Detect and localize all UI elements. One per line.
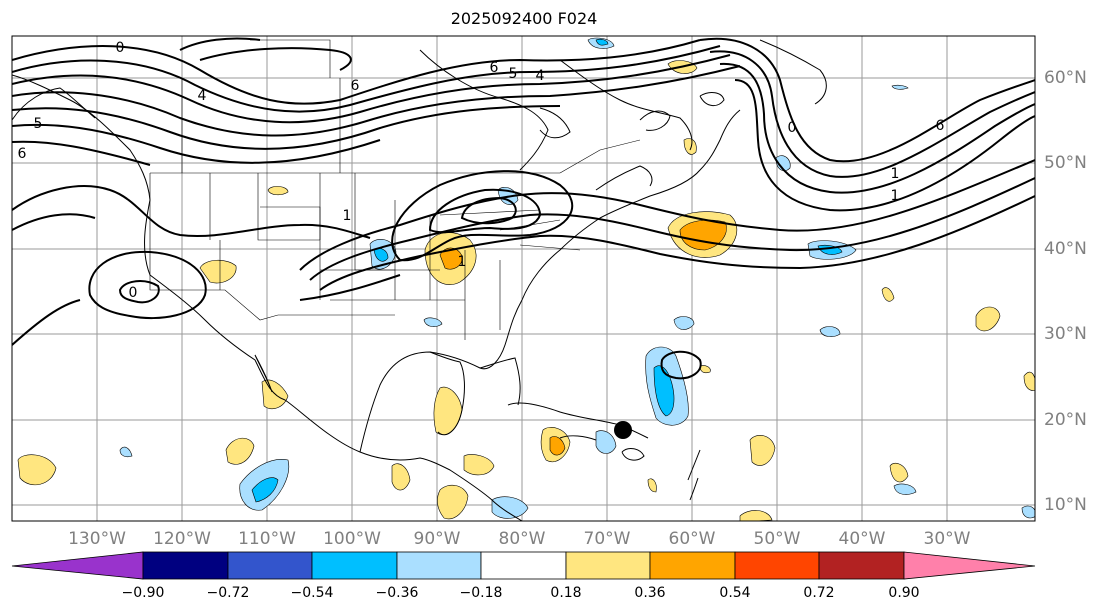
colorbar-tick-label: 0.18 [550, 585, 582, 601]
lat-label: 60°N [1044, 68, 1087, 88]
colorbar-tick-label: −0.36 [375, 585, 419, 601]
lat-label: 30°N [1044, 324, 1087, 344]
lat-label: 40°N [1044, 239, 1087, 259]
colorbar-extend-low [11, 551, 144, 580]
contour-label: 6 [18, 146, 27, 162]
colorbar-segment [227, 551, 313, 580]
lat-label: 20°N [1044, 410, 1087, 430]
contour-label: 1 [458, 254, 467, 270]
colorbar-segment [565, 551, 651, 580]
lon-label: 130°W [68, 529, 126, 549]
colorbar [11, 551, 1036, 580]
lon-label: 50°W [753, 529, 801, 549]
colorbar-segment [734, 551, 820, 580]
contour-label: 1 [891, 166, 900, 182]
colorbar-extend-high [903, 551, 1036, 580]
lon-label: 80°W [498, 529, 546, 549]
contour-label: 5 [509, 66, 518, 82]
contour-label: 0 [116, 40, 125, 56]
map-frame [11, 35, 1036, 522]
colorbar-tick-label: 0.72 [803, 585, 835, 601]
colorbar-tick-label: 0.90 [888, 585, 920, 601]
graticule [12, 36, 1035, 521]
colorbar-segment [480, 551, 567, 580]
colorbar-tick-label: 0.54 [719, 585, 751, 601]
lon-label: 110°W [238, 529, 296, 549]
colorbar-segment [818, 551, 905, 580]
lon-label: 40°W [838, 529, 886, 549]
storm-center-marker [614, 421, 632, 439]
colorbar-tick-label: −0.90 [121, 585, 165, 601]
colorbar-tick-label: −0.54 [290, 585, 334, 601]
contour-label: 4 [536, 68, 545, 84]
contour-label-group: 6 5 4 4 1 1 0 0 1 6 6 5 0 1 6 [18, 40, 945, 301]
lon-label: 100°W [323, 529, 381, 549]
lon-label: 90°W [413, 529, 461, 549]
contour-label: 6 [351, 78, 360, 94]
contour-lines [12, 37, 1035, 380]
lon-label: 30°W [923, 529, 971, 549]
lat-label: 50°N [1044, 153, 1087, 173]
contour-label: 0 [129, 285, 138, 301]
contour-label: 5 [34, 116, 43, 132]
lon-label: 60°W [668, 529, 716, 549]
contour-label: 6 [490, 60, 499, 76]
colorbar-tick-label: 0.36 [634, 585, 666, 601]
lat-label: 10°N [1044, 495, 1087, 515]
lon-label: 120°W [153, 529, 211, 549]
colorbar-segment [311, 551, 398, 580]
contour-label: 4 [198, 88, 207, 104]
map-title: 2025092400 F024 [450, 9, 598, 28]
contour-label: 1 [891, 188, 900, 204]
contour-label: 0 [788, 120, 797, 136]
shaded-anomalies [17, 37, 1035, 521]
colorbar-segment [649, 551, 736, 580]
colorbar-tick-label: −0.72 [206, 585, 250, 601]
colorbar-segment [142, 551, 229, 580]
colorbar-segment [396, 551, 482, 580]
lon-label: 70°W [583, 529, 631, 549]
contour-label: 6 [936, 118, 945, 134]
colorbar-tick-label: −0.18 [459, 585, 503, 601]
contour-label: 1 [343, 208, 352, 224]
